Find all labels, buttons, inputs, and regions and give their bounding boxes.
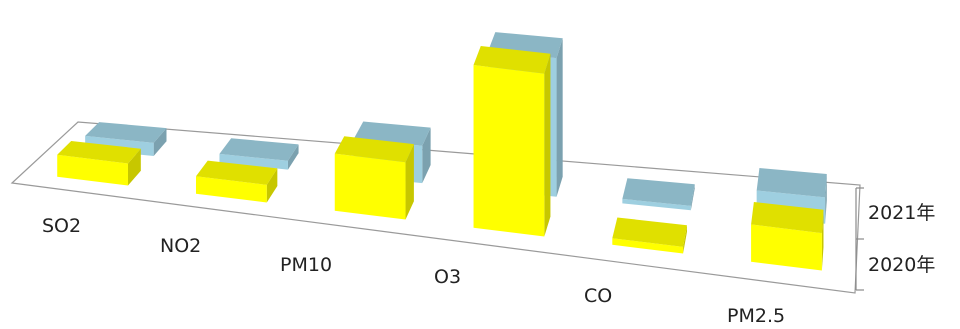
bar-side	[821, 209, 824, 271]
bars-layer	[57, 32, 827, 271]
bar-side	[556, 38, 563, 197]
bar-CO-2021年	[622, 178, 695, 211]
series-label: 2021年	[868, 202, 935, 224]
bar-side	[422, 127, 431, 184]
bar-top	[756, 168, 827, 198]
bar-top	[85, 122, 167, 143]
category-label: NO2	[160, 235, 201, 257]
bar-PM10-2020年	[334, 136, 414, 220]
bar-side	[153, 128, 167, 157]
bar-SO2-2020年	[57, 140, 141, 186]
depth-axis	[855, 187, 864, 291]
bar-CO-2020年	[612, 217, 687, 254]
series-label: 2020年	[868, 254, 935, 276]
bar-front	[195, 176, 267, 203]
bar-top	[219, 138, 299, 161]
category-labels: SO2 NO2 PM10 O3 CO PM2.5	[42, 215, 785, 327]
category-label: SO2	[42, 215, 81, 237]
bar-top	[57, 140, 141, 164]
bar-front	[622, 198, 691, 211]
bar-front	[751, 224, 822, 271]
bar-front	[57, 154, 128, 186]
bar-side	[127, 148, 141, 186]
category-label: CO	[584, 285, 612, 307]
bar-top	[334, 136, 414, 163]
bar-top	[195, 160, 278, 185]
bar-front	[612, 238, 684, 254]
bar-side	[825, 174, 827, 224]
bar-front	[334, 153, 406, 220]
bar-PM2.5-2020年	[751, 201, 824, 271]
bar-O3-2020年	[473, 45, 551, 237]
series-labels: 2020年 2021年	[868, 202, 935, 276]
category-label: PM10	[280, 254, 332, 276]
bar-NO2-2021年	[219, 138, 299, 170]
bar-side	[287, 144, 299, 170]
bar-front	[219, 153, 288, 170]
bar-side	[690, 184, 695, 211]
bar-side	[544, 53, 551, 237]
bar-side	[405, 144, 414, 220]
bar-top	[473, 45, 551, 74]
bar-side	[683, 225, 687, 254]
bar-top	[751, 201, 824, 234]
bar-front	[473, 65, 545, 237]
category-label: O3	[434, 266, 461, 288]
bar-top	[622, 178, 695, 206]
bar-NO2-2020年	[195, 160, 278, 203]
category-label: PM2.5	[727, 305, 785, 327]
bar-top	[612, 217, 687, 247]
bar-side	[266, 168, 278, 203]
